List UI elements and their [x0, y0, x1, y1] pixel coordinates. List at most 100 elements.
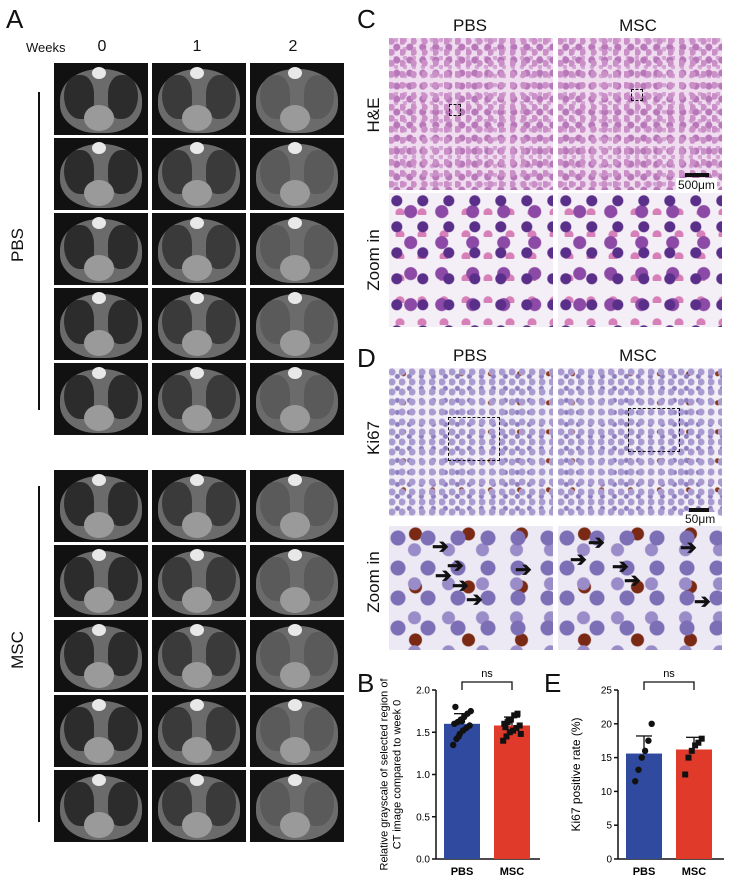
he-image-pbs — [389, 38, 553, 190]
ct-spine — [288, 67, 302, 79]
ct-spine — [190, 367, 204, 379]
ct-scan-image — [152, 770, 246, 842]
y-axis-label: Relative grayscale of selected region of… — [380, 678, 404, 871]
bar-pbs — [626, 753, 662, 859]
x-tick-label: MSC — [682, 866, 707, 878]
data-point — [503, 733, 510, 740]
ct-scan-image — [54, 363, 148, 435]
y-axis-label-line: Relative grayscale of selected region of — [380, 678, 390, 871]
ct-lung-right — [206, 632, 236, 676]
ct-spine — [190, 67, 204, 79]
data-point — [506, 729, 513, 736]
panel-d-col-msc: MSC — [619, 346, 657, 365]
panel-d-col-pbs: PBS — [452, 346, 488, 365]
he-image-msc — [558, 38, 722, 190]
data-point — [500, 737, 507, 744]
data-point — [692, 742, 699, 749]
positive-cell-arrow: ➔ — [435, 565, 452, 587]
ct-lung-right — [108, 300, 138, 344]
ct-scan-image — [152, 213, 246, 285]
ct-heart — [182, 330, 212, 356]
positive-cell-arrow: ➔ — [680, 537, 697, 559]
ct-lung-right — [304, 782, 334, 826]
zoom-row-label-d: Zoom in — [364, 551, 383, 613]
ct-lung-right — [108, 150, 138, 194]
x-tick-label: MSC — [500, 866, 525, 878]
data-point — [682, 771, 689, 778]
data-point — [641, 747, 649, 755]
ki67-image-pbs — [389, 368, 553, 516]
ct-scan-image — [250, 363, 344, 435]
ki67-image-msc — [558, 368, 722, 516]
ct-heart — [84, 255, 114, 281]
ct-spine — [190, 217, 204, 229]
ct-lung-right — [108, 557, 138, 601]
significance-label: ns — [481, 668, 493, 680]
ct-heart — [84, 812, 114, 838]
ct-spine — [92, 67, 106, 79]
data-point — [510, 727, 517, 734]
ct-lung-right — [304, 375, 334, 419]
ct-heart — [280, 512, 310, 538]
panel-c-col-msc: MSC — [619, 16, 657, 35]
ct-scan-image — [152, 138, 246, 210]
positive-cell-arrow: ➔ — [612, 556, 629, 578]
chart-b: Relative grayscale of selected region of… — [380, 668, 540, 878]
he-scale-bar — [685, 173, 709, 177]
ct-lung-right — [304, 482, 334, 526]
ct-spine — [92, 624, 106, 636]
ct-lung-right — [206, 75, 236, 119]
ct-lung-right — [304, 557, 334, 601]
data-point — [695, 739, 702, 746]
ct-spine — [190, 474, 204, 486]
positive-cell-arrow: ➔ — [570, 549, 587, 571]
ct-spine — [288, 549, 302, 561]
ct-lung-right — [206, 375, 236, 419]
panel-c-col-pbs: PBS — [452, 16, 488, 35]
ct-lung-right — [108, 482, 138, 526]
ct-scan-image — [250, 770, 344, 842]
data-point — [452, 703, 459, 711]
data-point — [632, 778, 639, 785]
ct-heart — [182, 587, 212, 613]
ct-scan-image — [54, 138, 148, 210]
y-tick-label: 10 — [601, 787, 613, 798]
data-point — [501, 720, 508, 727]
ct-lung-right — [108, 782, 138, 826]
ct-spine — [190, 549, 204, 561]
ct-heart — [182, 512, 212, 538]
ct-lung-right — [304, 150, 334, 194]
ct-heart — [280, 180, 310, 206]
ct-lung-right — [304, 707, 334, 751]
ct-scan-image — [54, 770, 148, 842]
ct-scan-image — [54, 213, 148, 285]
ct-spine — [190, 699, 204, 711]
he-zoom-box-pbs — [449, 104, 461, 116]
ct-lung-right — [304, 225, 334, 269]
ct-lung-right — [108, 707, 138, 751]
ki67-zoom-msc — [558, 526, 722, 650]
positive-cell-arrow: ➔ — [624, 570, 641, 592]
ct-scan-image — [250, 545, 344, 617]
he-zoom-pbs — [389, 193, 553, 327]
ct-grid-pbs — [54, 63, 344, 435]
ki67-scale-bar — [689, 508, 709, 512]
y-tick-label: 0.5 — [416, 812, 430, 823]
data-point — [466, 722, 473, 729]
data-point — [648, 720, 655, 727]
week-header-2: 2 — [288, 38, 298, 55]
ct-spine — [92, 474, 106, 486]
ct-lung-right — [206, 482, 236, 526]
ct-spine — [190, 774, 204, 786]
y-axis-label: Ki67 positive rate (%) — [569, 717, 583, 831]
ct-scan-image — [250, 138, 344, 210]
panel-c-letter: C — [357, 4, 376, 34]
y-tick-label: 1.5 — [416, 728, 430, 739]
ct-heart — [84, 737, 114, 763]
data-point — [450, 741, 457, 749]
significance-bracket — [461, 681, 513, 690]
ct-scan-image — [54, 545, 148, 617]
ki67-scale-label: 50μm — [683, 512, 718, 526]
data-point — [645, 737, 652, 744]
msc-group-line — [38, 486, 40, 822]
